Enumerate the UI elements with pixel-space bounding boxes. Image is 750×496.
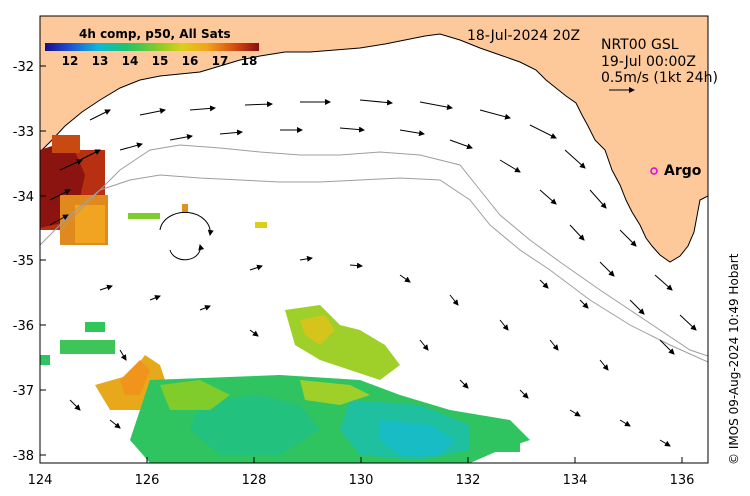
colorbar-tick: 15 — [152, 54, 169, 68]
argo-marker — [650, 167, 658, 175]
x-axis: 124 126 128 130 132 134 136 — [28, 457, 695, 488]
x-tick-label: 130 — [349, 473, 374, 488]
land-australia — [40, 16, 708, 263]
y-tick-label: -33 — [13, 125, 34, 140]
bathymetry-contour-2000m — [40, 174, 708, 363]
x-tick-label: 134 — [563, 473, 588, 488]
x-tick-label: 136 — [670, 473, 695, 488]
y-tick-label: -32 — [13, 60, 34, 75]
credit-text: © IMOS 09-Aug-2024 10:49 Hobart — [727, 253, 741, 465]
sst-patches — [40, 135, 530, 463]
colorbar-title: 4h comp, p50, All Sats — [79, 27, 231, 41]
x-tick-label: 132 — [456, 473, 481, 488]
y-tick-label: -38 — [13, 449, 34, 464]
nrt-label: NRT00 GSL — [601, 37, 679, 53]
bathymetry-contour-200m — [59, 144, 708, 357]
colorbar-tick: 14 — [122, 54, 139, 68]
colorbar-tick: 18 — [241, 54, 258, 68]
colorbar-tick: 12 — [62, 54, 79, 68]
valid-time-label: 19-Jul 00:00Z — [601, 54, 696, 70]
y-tick-label: -35 — [13, 254, 34, 269]
colorbar-tick: 16 — [182, 54, 199, 68]
x-tick-label: 128 — [242, 473, 267, 488]
colorbar-ticks: 12 13 14 15 16 17 18 — [62, 54, 258, 68]
x-tick-label: 126 — [135, 473, 160, 488]
argo-label: Argo — [664, 163, 702, 179]
colorbar-tick: 17 — [212, 54, 229, 68]
x-tick-label: 124 — [28, 473, 53, 488]
current-vectors — [49, 99, 697, 447]
date-label: 18-Jul-2024 20Z — [467, 28, 580, 44]
colorbar-tick: 13 — [92, 54, 109, 68]
y-tick-label: -36 — [13, 319, 34, 334]
y-axis: -32 -33 -34 -35 -36 -37 -38 — [13, 60, 46, 464]
y-tick-label: -37 — [13, 384, 34, 399]
y-tick-label: -34 — [13, 190, 34, 205]
sst-colorbar — [45, 43, 259, 51]
scale-label: 0.5m/s (1kt 24h) — [601, 70, 718, 86]
plot-frame — [39, 15, 709, 464]
